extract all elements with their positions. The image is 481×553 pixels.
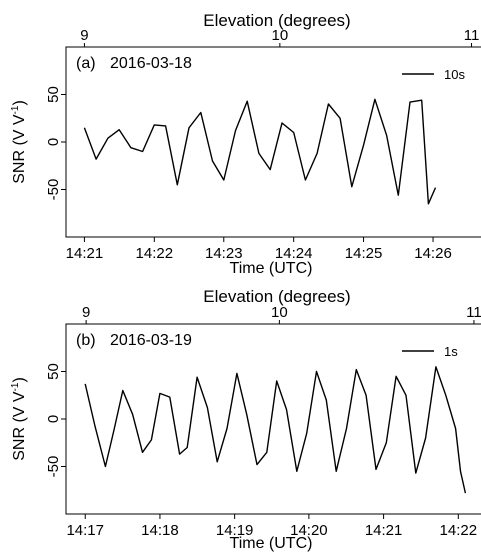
x-tick-label: 14:22 bbox=[136, 245, 174, 262]
y-axis-label: SNR (V V-1) bbox=[10, 377, 28, 461]
y-axis-label-close: ) bbox=[11, 100, 28, 105]
y-axis-label-text: SNR (V V bbox=[11, 114, 28, 184]
y-axis-label-text: SNR (V V bbox=[11, 391, 28, 461]
x-tick-label: 14:26 bbox=[414, 245, 452, 262]
legend-label: 1s bbox=[444, 344, 458, 359]
x-tick-label: 14:24 bbox=[275, 245, 313, 262]
x-axis-label: Time (UTC) bbox=[230, 260, 313, 277]
panel-label: (a) bbox=[76, 55, 96, 72]
y-tick-label: 0 bbox=[45, 138, 62, 146]
x-tick-label: 14:19 bbox=[216, 522, 254, 539]
y-tick-label: 0 bbox=[45, 415, 62, 423]
top-tick-label: 9 bbox=[82, 304, 90, 321]
top-tick-label: 11 bbox=[464, 27, 480, 44]
y-axis-label-exponent: -1 bbox=[10, 382, 21, 391]
y-axis-label-exponent: -1 bbox=[10, 105, 21, 114]
top-tick-label: 10 bbox=[271, 304, 288, 321]
top-tick-label: 10 bbox=[272, 27, 289, 44]
panel-date: 2016-03-19 bbox=[110, 332, 192, 349]
top-axis-label: Elevation (degrees) bbox=[203, 287, 350, 306]
panel-a: Elevation (degrees) 9 10 11 14:21 14:22 14:23 1… bbox=[10, 11, 481, 277]
y-tick-label: -50 bbox=[45, 456, 62, 478]
y-tick-label: -50 bbox=[45, 179, 62, 201]
legend-label: 10s bbox=[444, 67, 465, 82]
panel-b: Elevation (degrees) 9 10 11 14:17 14:18 14:19 1… bbox=[10, 287, 481, 552]
y-tick-label: 50 bbox=[45, 363, 62, 380]
y-axis-label: SNR (V V-1) bbox=[10, 100, 28, 184]
series-line bbox=[83, 98, 437, 205]
panel-label: (b) bbox=[76, 332, 96, 349]
x-tick-label: 14:23 bbox=[205, 245, 243, 262]
x-tick-label: 14:21 bbox=[365, 522, 403, 539]
plot-frame bbox=[65, 323, 481, 515]
x-tick-label: 14:18 bbox=[141, 522, 179, 539]
top-tick-label: 9 bbox=[80, 27, 88, 44]
x-tick-label: 14:21 bbox=[66, 245, 104, 262]
series-line bbox=[84, 366, 467, 494]
panel-date: 2016-03-18 bbox=[110, 55, 192, 72]
x-tick-label: 14:17 bbox=[66, 522, 104, 539]
x-tick-label: 14:25 bbox=[345, 245, 383, 262]
top-tick-label: 11 bbox=[466, 304, 481, 321]
x-tick-label: 14:22 bbox=[440, 522, 478, 539]
x-tick-label: 14:20 bbox=[290, 522, 328, 539]
y-axis-label-close: ) bbox=[11, 377, 28, 382]
y-tick-label: 50 bbox=[45, 86, 62, 103]
top-axis-label: Elevation (degrees) bbox=[203, 11, 350, 30]
x-axis-label: Time (UTC) bbox=[230, 535, 313, 552]
plot-frame bbox=[65, 46, 481, 238]
